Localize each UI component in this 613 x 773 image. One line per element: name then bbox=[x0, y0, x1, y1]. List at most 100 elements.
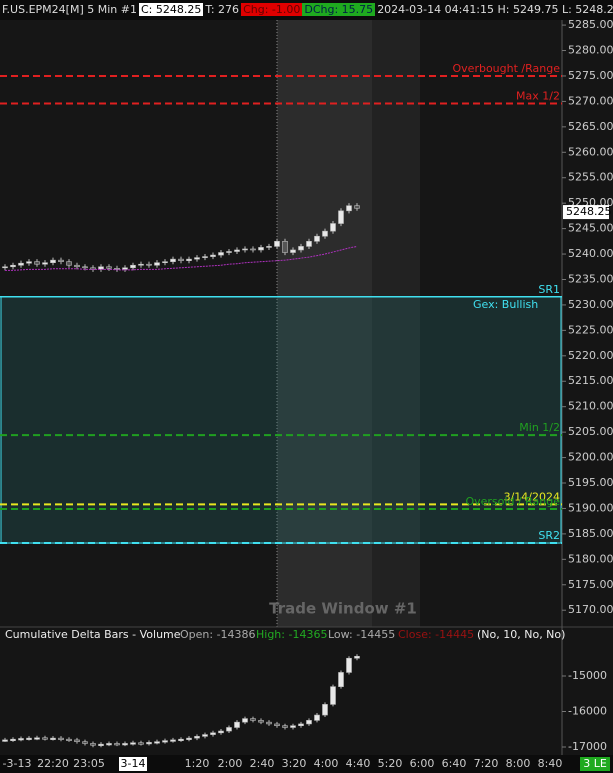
delta-bar bbox=[42, 737, 48, 740]
candle-body bbox=[242, 248, 248, 251]
y-tick-label: 5270.00 bbox=[568, 94, 613, 107]
x-tick-label: 3:20 bbox=[282, 757, 307, 770]
y-tick-label: 5220.00 bbox=[568, 349, 613, 362]
y-tick-label: 5285.00 bbox=[568, 20, 613, 31]
symbol: F.US.EPM24[M] 5 Min #1 bbox=[2, 3, 137, 16]
level-label: Oversold / Range bbox=[465, 495, 560, 508]
delta-bar bbox=[226, 727, 232, 732]
trade-window bbox=[277, 20, 372, 627]
candle-body bbox=[354, 205, 360, 209]
delta-bar bbox=[154, 741, 160, 744]
ticks: T: 276 bbox=[205, 3, 240, 16]
x-tick-label: 5:20 bbox=[378, 757, 403, 770]
delta-bar bbox=[274, 723, 280, 727]
y-tick-label: 5190.00 bbox=[568, 501, 613, 514]
x-tick-label: 8:40 bbox=[538, 757, 563, 770]
candle-body bbox=[74, 264, 80, 268]
y-tick-label: 5170.00 bbox=[568, 603, 613, 616]
candle-body bbox=[2, 266, 8, 269]
delta-bar bbox=[314, 714, 320, 721]
candle-body bbox=[154, 262, 160, 266]
y-tick-label: 5225.00 bbox=[568, 323, 613, 336]
candle-body bbox=[106, 266, 112, 269]
candle-body bbox=[250, 248, 256, 251]
info: 2024-03-14 04:41:15 H: 5249.75 L: 5248.2 bbox=[377, 3, 613, 16]
delta-bar bbox=[34, 737, 40, 740]
candle-body bbox=[202, 256, 208, 258]
level-sublabel: Gex: Bullish bbox=[473, 298, 538, 311]
x-tick-label: -3-13 bbox=[3, 757, 32, 770]
x-tick-label: 4:00 bbox=[314, 757, 339, 770]
x-tick-label: 2:00 bbox=[218, 757, 243, 770]
y-tick-label: -15000 bbox=[568, 669, 607, 682]
time-axis bbox=[0, 755, 613, 773]
candle-body bbox=[66, 261, 72, 266]
candle-body bbox=[234, 249, 240, 252]
delta-stat: Low: -14455 bbox=[328, 628, 395, 641]
candle-body bbox=[274, 241, 280, 247]
candle-body bbox=[26, 261, 32, 264]
candle-body bbox=[306, 241, 312, 247]
candle-body bbox=[130, 264, 136, 269]
header: F.US.EPM24[M] 5 Min #1 C: 5248.25 T: 276 Ch… bbox=[0, 0, 613, 20]
candle-body bbox=[322, 230, 328, 237]
delta-bar bbox=[306, 720, 312, 725]
date-box bbox=[119, 757, 147, 771]
candle-body bbox=[82, 266, 88, 269]
delta-bar bbox=[218, 730, 224, 734]
candle-body bbox=[346, 205, 352, 212]
candle-body bbox=[122, 267, 128, 270]
candle-body bbox=[162, 261, 168, 263]
x-tick-label: 6:40 bbox=[442, 757, 467, 770]
x-tick-label: 8:00 bbox=[506, 757, 531, 770]
status: 3 LE bbox=[583, 757, 607, 770]
y-tick-label: 5230.00 bbox=[568, 298, 613, 311]
delta-bar bbox=[98, 743, 104, 746]
candle-body bbox=[210, 254, 216, 257]
delta-bar bbox=[250, 718, 256, 721]
status-box bbox=[580, 757, 610, 771]
delta-bar bbox=[234, 721, 240, 728]
candle-body bbox=[114, 267, 120, 270]
x-tick-label: 2:40 bbox=[250, 757, 275, 770]
delta-stat: High: -14365 bbox=[256, 628, 327, 641]
delta-bar bbox=[10, 738, 16, 741]
x-tick-label: 4:40 bbox=[346, 757, 371, 770]
delta-title: Cumulative Delta Bars - Volume bbox=[5, 628, 181, 641]
trade-window-tail bbox=[372, 20, 420, 627]
x-tick-label: 3-14 bbox=[121, 757, 146, 770]
candle-body bbox=[178, 258, 184, 261]
y-tick-label: 5235.00 bbox=[568, 272, 613, 285]
y-tick-label: 5185.00 bbox=[568, 527, 613, 540]
delta-bar bbox=[74, 739, 80, 742]
level-label: 3/14/2024 bbox=[504, 490, 560, 503]
delta-bar bbox=[338, 672, 344, 687]
delta-bar bbox=[138, 742, 144, 745]
y-tick-label: 5245.00 bbox=[568, 222, 613, 235]
level-label: SR1 bbox=[538, 283, 560, 296]
delta-bar bbox=[18, 738, 24, 741]
delta-bar bbox=[106, 743, 112, 746]
delta-bar bbox=[122, 743, 128, 746]
delta-bar bbox=[178, 738, 184, 741]
delta-bar bbox=[66, 738, 72, 741]
y-tick-label: 5175.00 bbox=[568, 578, 613, 591]
delta-bar bbox=[186, 737, 192, 740]
sr-zone bbox=[0, 296, 562, 544]
chg-box: Chg: -1.00 bbox=[241, 3, 303, 16]
candle-body bbox=[146, 263, 152, 266]
last-price-label: 5248.25 bbox=[566, 205, 612, 218]
delta-bar bbox=[58, 737, 64, 740]
delta-bar bbox=[242, 718, 248, 723]
delta-bar bbox=[282, 725, 288, 728]
candle-body bbox=[282, 241, 288, 253]
candle-body bbox=[330, 223, 336, 232]
y-tick-label: 5275.00 bbox=[568, 69, 613, 82]
delta-bar bbox=[210, 732, 216, 735]
x-tick-label: 6:00 bbox=[410, 757, 435, 770]
candle-body bbox=[298, 246, 304, 251]
delta-bar bbox=[322, 704, 328, 716]
level-label: Min 1/2 bbox=[519, 421, 560, 434]
candle-body bbox=[186, 258, 192, 261]
